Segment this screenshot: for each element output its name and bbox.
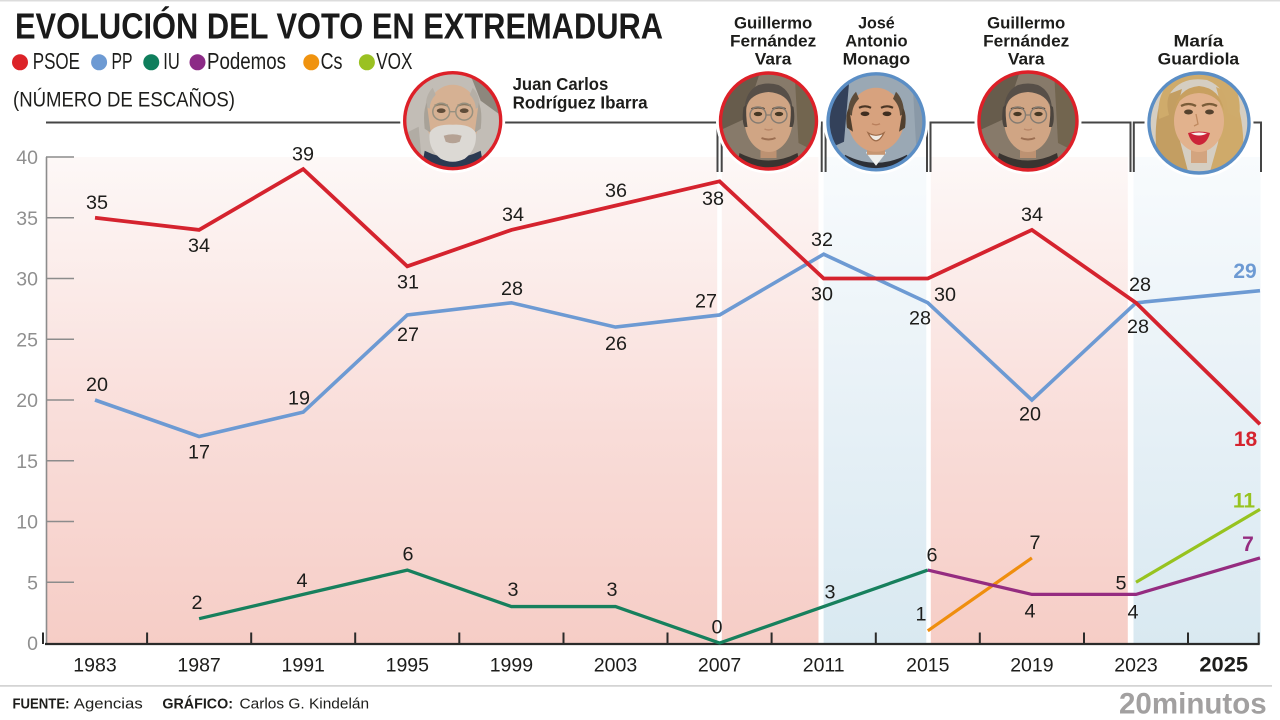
svg-text:Vara: Vara	[1008, 49, 1045, 68]
svg-text:Podemos: Podemos	[207, 48, 286, 74]
svg-text:Monago: Monago	[843, 49, 911, 68]
svg-text:1991: 1991	[282, 655, 325, 677]
svg-text:1987: 1987	[177, 655, 220, 677]
svg-text:Guardiola: Guardiola	[1158, 49, 1240, 68]
svg-text:11: 11	[1233, 490, 1256, 513]
svg-text:Carlos G. Kindelán: Carlos G. Kindelán	[240, 696, 370, 713]
svg-text:35: 35	[16, 208, 38, 230]
svg-text:Juan Carlos: Juan Carlos	[513, 74, 609, 94]
svg-text:25: 25	[16, 329, 38, 351]
svg-text:Cs: Cs	[321, 48, 343, 74]
svg-text:5: 5	[27, 572, 38, 594]
svg-text:1995: 1995	[386, 655, 430, 677]
svg-text:5: 5	[1115, 573, 1126, 595]
svg-text:3: 3	[507, 579, 518, 601]
svg-text:32: 32	[811, 229, 833, 251]
svg-text:0: 0	[27, 633, 38, 655]
svg-text:18: 18	[1234, 428, 1258, 451]
svg-text:1999: 1999	[490, 655, 533, 677]
svg-text:PSOE: PSOE	[33, 48, 80, 74]
svg-text:Fernández: Fernández	[983, 31, 1069, 50]
svg-text:15: 15	[16, 451, 38, 473]
svg-text:20: 20	[86, 374, 108, 396]
svg-text:José: José	[858, 14, 895, 33]
svg-text:Rodríguez Ibarra: Rodríguez Ibarra	[513, 93, 648, 113]
svg-text:36: 36	[605, 180, 627, 202]
svg-text:2019: 2019	[1010, 655, 1053, 677]
svg-text:34: 34	[502, 204, 524, 226]
svg-text:1: 1	[915, 604, 926, 626]
svg-text:38: 38	[702, 188, 724, 210]
svg-text:26: 26	[605, 333, 627, 355]
svg-text:PP: PP	[112, 48, 133, 74]
svg-text:FUENTE:: FUENTE:	[13, 696, 70, 713]
svg-text:20minutos: 20minutos	[1119, 688, 1267, 720]
svg-text:2003: 2003	[594, 655, 637, 677]
svg-text:28: 28	[1127, 316, 1149, 338]
svg-text:27: 27	[695, 291, 717, 313]
svg-text:María: María	[1174, 31, 1225, 50]
svg-text:31: 31	[397, 272, 419, 294]
svg-text:1983: 1983	[73, 655, 116, 677]
svg-text:2023: 2023	[1114, 655, 1157, 677]
svg-text:Fernández: Fernández	[730, 31, 816, 50]
svg-text:10: 10	[16, 512, 38, 534]
svg-text:Guillermo: Guillermo	[987, 14, 1065, 33]
svg-text:4: 4	[1024, 601, 1035, 623]
svg-text:28: 28	[909, 308, 931, 330]
svg-text:2015: 2015	[906, 655, 950, 677]
svg-text:EVOLUCIÓN DEL VOTO EN EXTREMAD: EVOLUCIÓN DEL VOTO EN EXTREMADURA	[15, 7, 663, 47]
svg-text:Agencias: Agencias	[74, 696, 143, 713]
svg-text:IU: IU	[163, 48, 180, 74]
svg-text:Antonio: Antonio	[845, 31, 907, 50]
svg-text:19: 19	[288, 388, 310, 410]
svg-text:39: 39	[292, 144, 314, 166]
svg-text:17: 17	[188, 442, 210, 464]
svg-text:6: 6	[926, 545, 937, 567]
svg-text:3: 3	[606, 579, 617, 601]
svg-text:27: 27	[397, 324, 419, 346]
svg-text:35: 35	[86, 192, 108, 214]
svg-text:30: 30	[16, 269, 38, 291]
svg-text:4: 4	[296, 570, 307, 592]
svg-text:30: 30	[934, 284, 956, 306]
svg-text:34: 34	[188, 235, 210, 257]
svg-text:(NÚMERO DE ESCAÑOS): (NÚMERO DE ESCAÑOS)	[13, 87, 235, 112]
svg-text:7: 7	[1029, 532, 1040, 554]
svg-text:28: 28	[501, 278, 523, 300]
svg-text:28: 28	[1129, 274, 1151, 296]
svg-text:3: 3	[824, 582, 835, 604]
svg-text:2011: 2011	[803, 655, 845, 677]
svg-text:29: 29	[1233, 260, 1256, 283]
svg-text:20: 20	[16, 390, 38, 412]
svg-text:Guillermo: Guillermo	[734, 14, 812, 33]
svg-text:4: 4	[1127, 602, 1138, 624]
svg-text:20: 20	[1019, 404, 1041, 426]
svg-text:VOX: VOX	[376, 48, 412, 74]
svg-text:Vara: Vara	[755, 49, 792, 68]
svg-text:GRÁFICO:: GRÁFICO:	[162, 696, 233, 713]
svg-text:0: 0	[711, 617, 722, 639]
svg-text:2: 2	[191, 592, 202, 614]
svg-text:30: 30	[811, 284, 833, 306]
svg-text:7: 7	[1242, 533, 1254, 556]
svg-text:6: 6	[402, 544, 413, 566]
svg-text:2025: 2025	[1199, 654, 1248, 677]
svg-text:34: 34	[1021, 204, 1043, 226]
svg-text:40: 40	[16, 147, 38, 169]
svg-text:2007: 2007	[698, 655, 741, 677]
